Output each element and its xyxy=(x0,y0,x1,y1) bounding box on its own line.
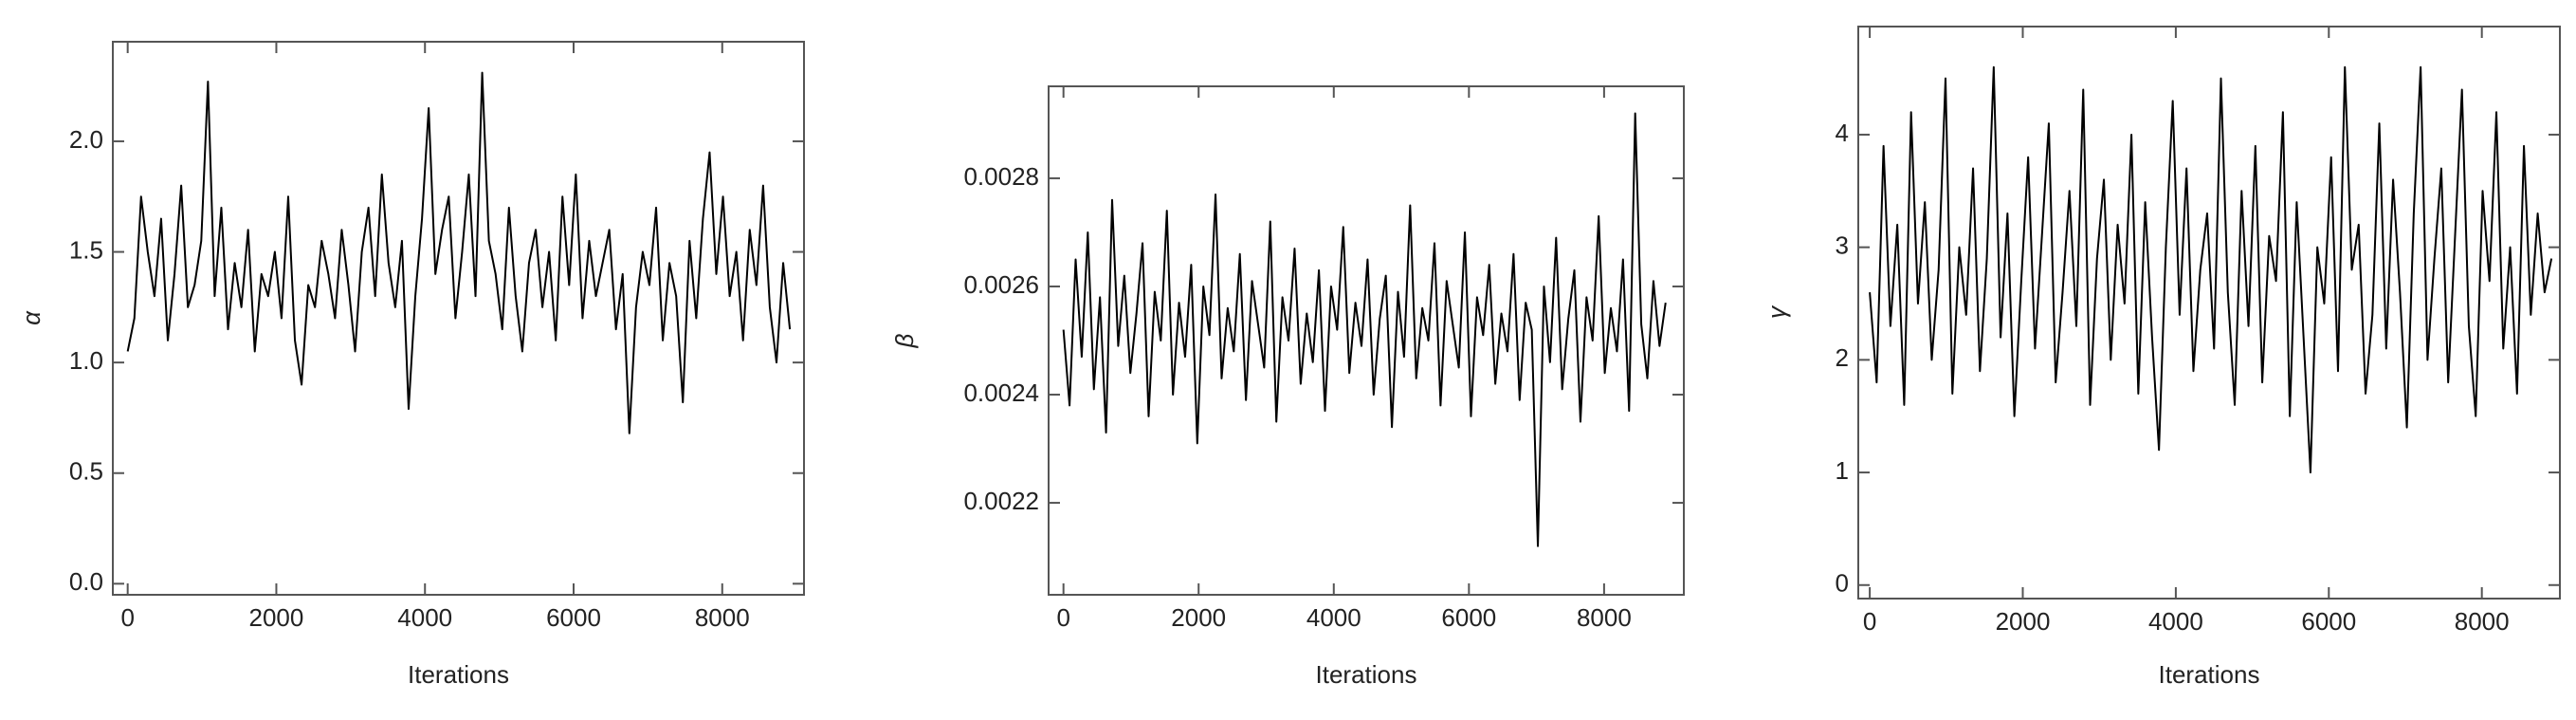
x-tick-label: 2000 xyxy=(1996,607,2051,636)
x-tick-label: 6000 xyxy=(2301,607,2356,636)
y-tick-label: 1 xyxy=(1836,456,1849,485)
y-tick-label: 1.5 xyxy=(69,235,103,264)
x-tick-label: 2000 xyxy=(1171,603,1226,632)
x-tick-label: 0 xyxy=(1863,607,1876,636)
plot-frame xyxy=(1048,85,1685,596)
x-axis-label: Iterations xyxy=(1316,660,1417,689)
y-tick-label: 0.5 xyxy=(69,457,103,486)
x-tick-label: 4000 xyxy=(2148,607,2203,636)
y-tick-label: 0.0028 xyxy=(963,162,1039,191)
x-tick-label: 6000 xyxy=(546,603,601,632)
y-tick-label: 1.0 xyxy=(69,346,103,375)
y-tick-label: 2 xyxy=(1836,343,1849,372)
x-tick-label: 0 xyxy=(120,603,134,632)
x-tick-label: 8000 xyxy=(1577,603,1632,632)
y-axis-label: γ xyxy=(1763,305,1791,319)
y-tick-label: 0 xyxy=(1836,569,1849,598)
y-tick-label: 0.0022 xyxy=(963,487,1039,515)
y-axis-label: α xyxy=(17,310,46,325)
x-tick-label: 4000 xyxy=(1306,603,1361,632)
plot-frame xyxy=(1857,26,2561,600)
y-tick-label: 4 xyxy=(1836,119,1849,147)
y-axis-label: β xyxy=(890,333,919,348)
x-axis-label: Iterations xyxy=(408,660,509,689)
trace-line xyxy=(1062,112,1667,547)
plot-frame xyxy=(112,41,805,596)
x-tick-label: 6000 xyxy=(1441,603,1496,632)
x-tick-label: 8000 xyxy=(695,603,750,632)
x-tick-label: 2000 xyxy=(249,603,304,632)
x-tick-label: 0 xyxy=(1056,603,1069,632)
trace-line xyxy=(1869,65,2553,474)
y-tick-label: 2.0 xyxy=(69,125,103,154)
trace-line xyxy=(126,71,792,434)
y-tick-label: 0.0024 xyxy=(963,378,1039,407)
y-tick-label: 0.0 xyxy=(69,567,103,596)
y-tick-label: 3 xyxy=(1836,231,1849,260)
y-tick-label: 0.0026 xyxy=(963,270,1039,299)
x-tick-label: 4000 xyxy=(397,603,452,632)
x-tick-label: 8000 xyxy=(2455,607,2510,636)
x-axis-label: Iterations xyxy=(2159,660,2260,689)
